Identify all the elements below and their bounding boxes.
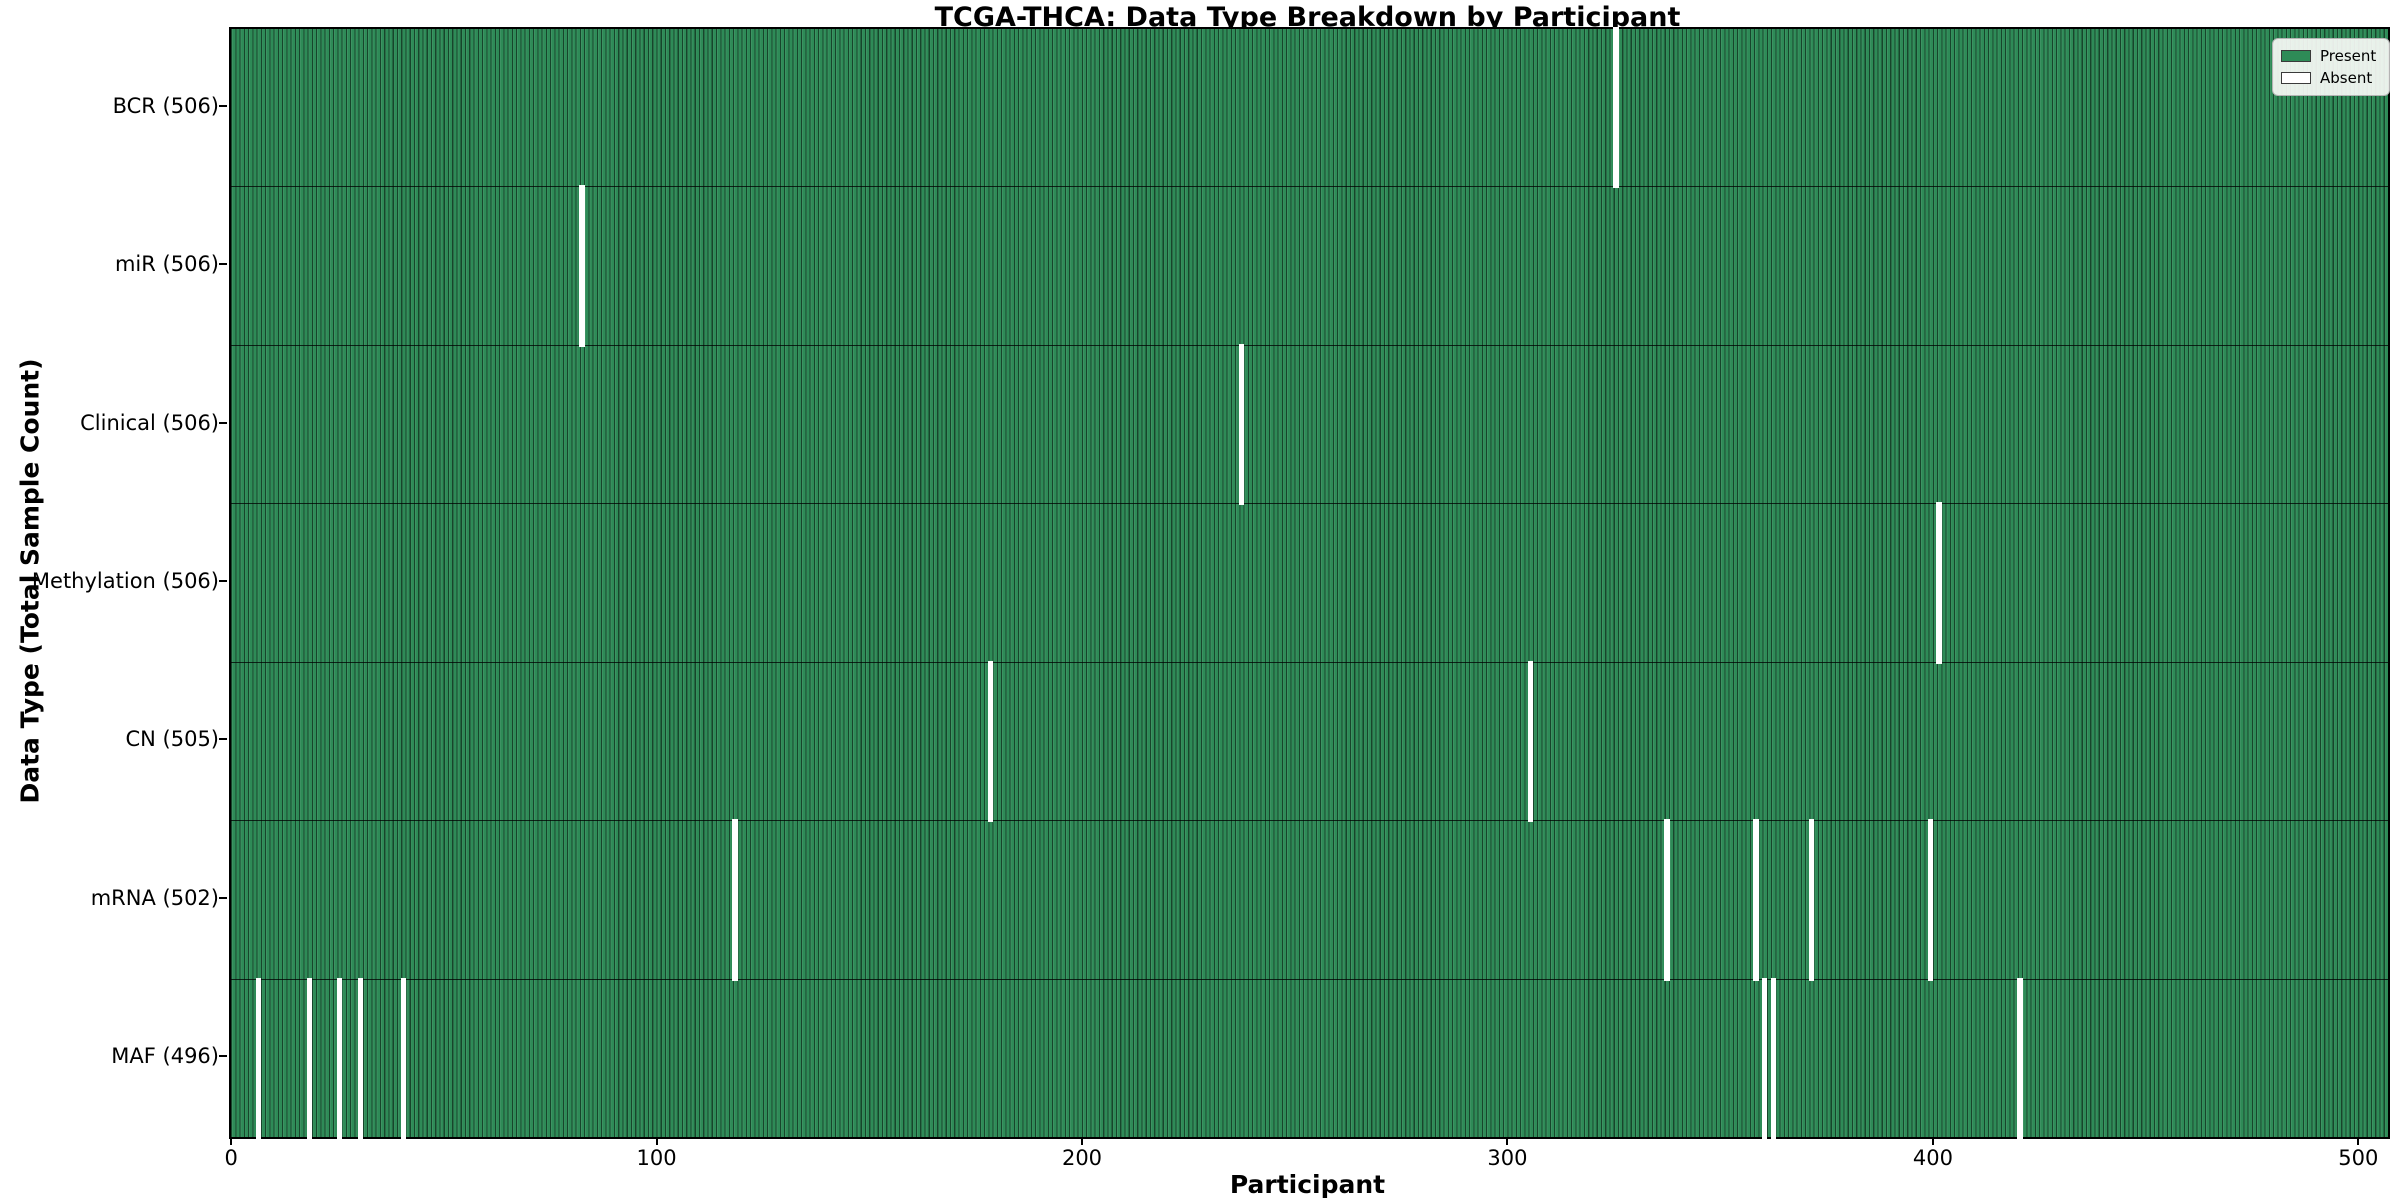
legend: Present Absent (2272, 38, 2390, 96)
x-tick-label: 100 (636, 1146, 677, 1170)
legend-entry-present: Present (2281, 45, 2381, 67)
x-tick-label: 400 (1912, 1146, 1953, 1170)
absent-gap (306, 977, 313, 1139)
heatmap-row-mir (231, 185, 2388, 347)
absent-gap (1770, 977, 1776, 1139)
heatmap-row-clinical (231, 343, 2388, 506)
absent-gap (1528, 660, 1534, 823)
x-tick-label: 500 (2338, 1146, 2379, 1170)
y-tick-label: Methylation (506) (31, 569, 219, 593)
absent-gap (987, 660, 994, 823)
absent-gap (1664, 819, 1670, 981)
x-tick-label: 0 (224, 1146, 238, 1170)
x-axis-label: Participant (1229, 1170, 1386, 1199)
absent-gap (1238, 343, 1245, 506)
absent-gap (2017, 977, 2023, 1139)
legend-present-swatch (2281, 50, 2311, 62)
absent-gap (1936, 502, 1942, 664)
absent-gap (1761, 977, 1768, 1139)
y-tick-label: miR (506) (114, 252, 219, 277)
y-tick-mark (219, 105, 227, 108)
x-tick-mark (1931, 1137, 1934, 1145)
absent-gap (255, 977, 262, 1139)
legend-absent-swatch (2281, 72, 2311, 84)
y-tick-mark (219, 1054, 227, 1057)
y-tick-label: Clinical (506) (80, 410, 219, 435)
y-tick-label: CN (505) (125, 727, 219, 752)
y-tick-mark (219, 738, 227, 741)
plot-area (229, 27, 2390, 1139)
y-tick-label: BCR (506) (112, 94, 219, 119)
heatmap-row-bcr (231, 27, 2388, 189)
heatmap-row-maf (231, 977, 2388, 1139)
x-tick-label: 200 (1061, 1146, 1103, 1170)
absent-gap (1927, 819, 1934, 981)
heatmap-row-cn (231, 660, 2388, 823)
x-tick-mark (1081, 1137, 1083, 1145)
y-tick-label: MAF (496) (111, 1043, 219, 1068)
x-tick-mark (2357, 1137, 2360, 1145)
heatmap-row-mrna (231, 819, 2388, 981)
absent-gap (732, 819, 738, 981)
absent-gap (1753, 819, 1759, 981)
absent-gap (358, 977, 364, 1139)
chart-title: TCGA-THCA: Data Type Breakdown by Partic… (934, 2, 1681, 33)
legend-present-label: Present (2320, 47, 2377, 65)
y-tick-mark (219, 896, 227, 899)
absent-gap (400, 977, 407, 1139)
x-tick-mark (655, 1137, 658, 1145)
absent-gap (579, 185, 585, 347)
x-tick-mark (230, 1137, 233, 1145)
absent-gap (336, 977, 343, 1139)
legend-entry-absent: Absent (2281, 67, 2381, 89)
y-tick-mark (219, 263, 227, 266)
legend-absent-label: Absent (2320, 69, 2373, 87)
heatmap-row-methylation (231, 502, 2388, 664)
y-tick-mark (219, 421, 227, 424)
absent-gap (1613, 27, 1619, 189)
x-tick-mark (1506, 1137, 1509, 1145)
x-tick-label: 300 (1487, 1146, 1528, 1170)
absent-gap (1808, 819, 1815, 981)
y-tick-mark (219, 580, 227, 582)
y-tick-label: mRNA (502) (90, 885, 219, 910)
